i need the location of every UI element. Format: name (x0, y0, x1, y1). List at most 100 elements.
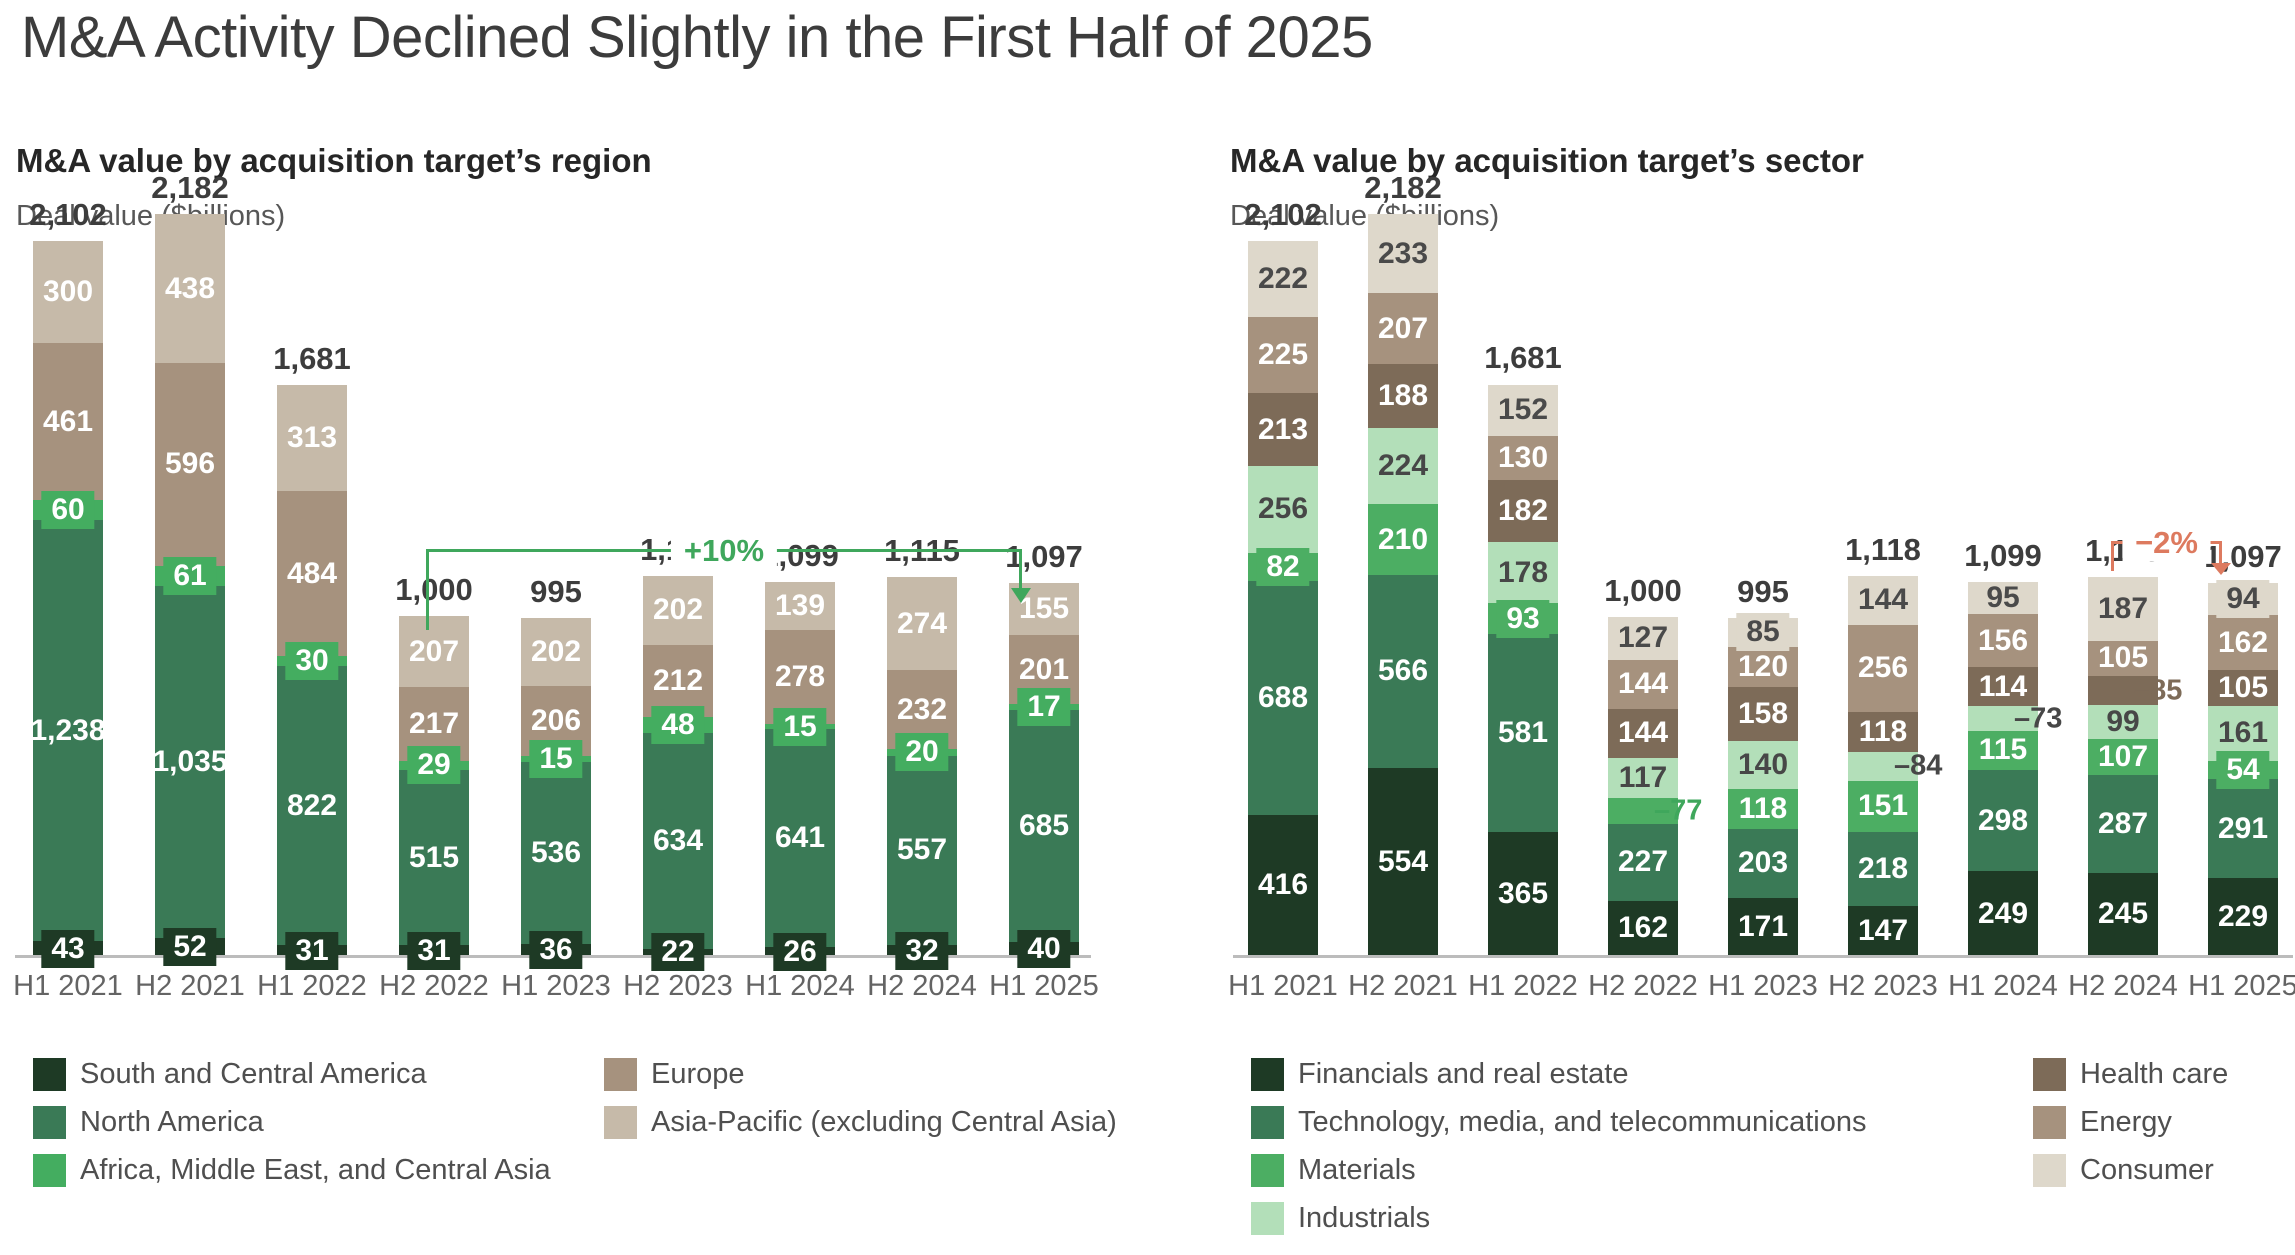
segment-value-label: 85 (1736, 613, 1790, 652)
consumer-segment: 233 (1368, 214, 1438, 294)
segment-value-label: 212 (652, 663, 704, 697)
financials-and-real-estate-segment: 229 (2208, 878, 2278, 956)
bar-total-label: 1,681 (273, 340, 351, 376)
bar-h2-2023: 147 218 151 –84 118 256 144 1,118 H2 2023 (1828, 532, 1942, 1002)
segment-value-label: 201 (1018, 652, 1070, 686)
segment-value-label: 82 (1256, 547, 1310, 586)
segment-value-label: 187 (2097, 591, 2149, 625)
industrials-segment: 178 (1488, 542, 1558, 603)
bar-stack: 171 203 118 140 158 120 85 (1728, 613, 1798, 956)
health-care-segment: 213 (1248, 393, 1318, 466)
sector-chart-title: M&A value by acquisition target’s sector (1230, 142, 1864, 179)
segment-value-label: 156 (1977, 623, 2029, 657)
segment-value-label: 256 (1857, 651, 1909, 685)
segment-value-label: 178 (1497, 555, 1549, 589)
health-care-segment: 182 (1488, 480, 1558, 543)
x-axis-label: H1 2025 (2188, 970, 2295, 1002)
africa-middle-east-and-central-asia-segment: 15 (521, 739, 591, 778)
segment-value-label: 152 (1497, 393, 1549, 427)
segment-value-label: 162 (1617, 911, 1669, 945)
annotation-line (426, 549, 429, 630)
x-axis-label: H1 2024 (1948, 970, 2058, 1002)
bar-h2-2021: 554 566 210 224 188 207 233 2,182 H2 2021 (1348, 170, 1458, 1002)
x-axis-label: H1 2023 (1708, 970, 1818, 1002)
asia-pacific-excluding-central-asia-segment: 202 (521, 617, 591, 687)
segment-value-label: 17 (1017, 687, 1071, 726)
health-care-segment: 114 (1968, 667, 2038, 707)
technology-media-and-telecommunications-segment: 203 (1728, 828, 1798, 898)
segment-value-label: 188 (1377, 378, 1429, 412)
consumer-segment: 152 (1488, 384, 1558, 437)
industrials-segment: 117 (1608, 757, 1678, 798)
x-axis-label: H2 2021 (1348, 970, 1458, 1002)
segment-value-label: 40 (1017, 930, 1071, 969)
technology-media-and-telecommunications-segment: 227 (1608, 823, 1678, 901)
bar-h1-2021: 416 688 82 256 213 225 222 2,102 H1 2021 (1228, 197, 1338, 1002)
north-america-segment: 515 (399, 770, 469, 946)
segment-value-label: 161 (2217, 716, 2269, 750)
south-and-central-america-segment: 43 (33, 929, 103, 968)
energy-segment: 105 (2088, 640, 2158, 677)
legend-item-health-care: Health care (2033, 1058, 2228, 1091)
bar-h1-2025: 229 291 54 161 105 162 94 1,097 H1 2025 (2188, 539, 2295, 1002)
asia-pacific-excluding-central-asia-segment: 155 (1009, 582, 1079, 636)
legend-swatch (33, 1106, 66, 1139)
bar-h1-2024: 26 641 15 278 139 1,099 H1 2024 (745, 538, 855, 1002)
legend-label: Africa, Middle East, and Central Asia (80, 1154, 551, 1186)
trend-annotation-label: −2% (2122, 525, 2211, 561)
energy-segment: 162 (2208, 615, 2278, 671)
segment-value-label: 52 (163, 928, 217, 967)
segment-value-label: 107 (2097, 739, 2149, 773)
africa-middle-east-and-central-asia-segment: 61 (155, 557, 225, 596)
north-america-segment: 1,238 (30, 520, 106, 942)
segment-value-label: 93 (1496, 599, 1550, 638)
segment-value-label: 218 (1857, 851, 1909, 885)
legend-item-energy: Energy (2033, 1106, 2228, 1139)
materials-segment: 118 (1728, 788, 1798, 829)
bar-h2-2024: 32 557 20 232 274 1,115 H2 2024 (867, 533, 977, 1002)
bar-h1-2025: 40 685 17 201 155 1,097 H1 2025 (989, 539, 1099, 1002)
segment-value-label: 557 (896, 833, 948, 867)
health-care-segment: 105 (2208, 670, 2278, 707)
energy-segment: 120 (1728, 646, 1798, 688)
segment-value-label: 461 (42, 404, 94, 438)
south-and-central-america-segment: 31 (399, 931, 469, 970)
financials-and-real-estate-segment: 554 (1368, 767, 1438, 956)
segment-value-label: 26 (773, 932, 827, 971)
africa-middle-east-and-central-asia-segment: 60 (33, 491, 103, 530)
bar-stack: 162 227 –77 117 144 144 127 (1608, 616, 1702, 956)
legend-swatch (2033, 1058, 2066, 1091)
bar-stack: 43 1,238 60 461 300 (30, 241, 106, 968)
bar-stack: 31 822 30 484 313 (277, 384, 347, 970)
segment-value-label: 291 (2217, 811, 2269, 845)
segment-value-label: 217 (408, 706, 460, 740)
segment-value-label: 202 (652, 593, 704, 627)
x-axis-label: H1 2021 (1228, 970, 1338, 1002)
trend-annotation-label: +10% (670, 533, 778, 569)
legend-item-north-america: North America (33, 1106, 551, 1139)
legend-item-europe: Europe (604, 1058, 1117, 1091)
segment-value-label: 171 (1737, 909, 1789, 943)
legend-column: South and Central America North America Af… (33, 1058, 551, 1187)
legend-swatch (1251, 1202, 1284, 1235)
segment-value-label: 139 (774, 589, 826, 622)
legend-swatch (2033, 1106, 2066, 1139)
legend-swatch (1251, 1154, 1284, 1187)
legend-item-technology-media-and-telecommunications: Technology, media, and telecommunication… (1251, 1106, 1867, 1139)
segment-value-label: 207 (1377, 311, 1429, 345)
x-axis-label: H2 2024 (2068, 970, 2178, 1002)
south-and-central-america-segment: 31 (277, 931, 347, 970)
segment-value-label: 256 (1257, 492, 1309, 526)
bar-stack: 52 1,035 61 596 438 (152, 214, 228, 967)
segment-value-label-outside: –77 (1654, 794, 1703, 827)
legend-item-south-and-central-america: South and Central America (33, 1058, 551, 1091)
x-axis-label: H2 2022 (379, 970, 489, 1002)
south-and-central-america-segment: 26 (765, 932, 835, 971)
europe-segment: 212 (643, 644, 713, 717)
materials-segment: –77 (1608, 794, 1702, 826)
annotation-line (2111, 541, 2114, 571)
materials-segment: 93 (1488, 599, 1558, 638)
bar-total-label: 2,182 (151, 170, 229, 206)
